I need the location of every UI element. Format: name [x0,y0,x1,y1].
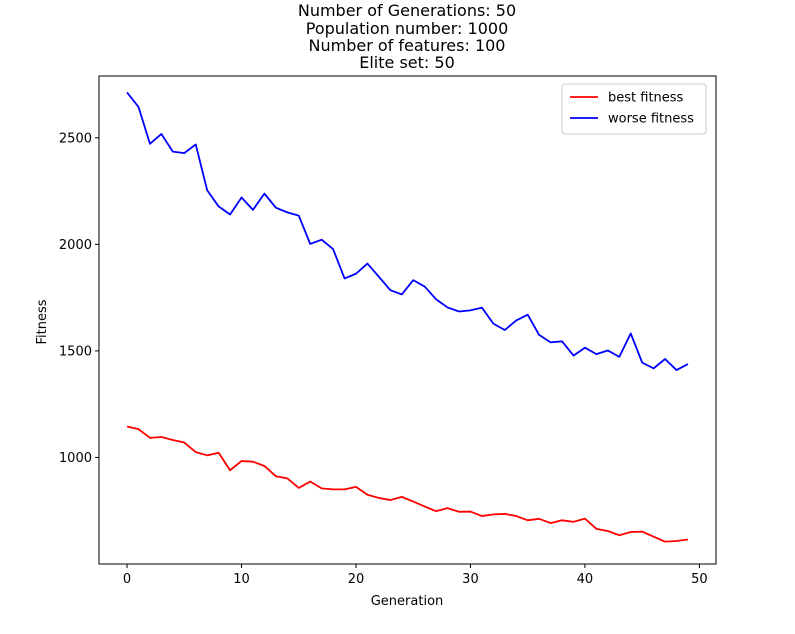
x-axis-label: Generation [371,594,444,609]
series-line-best-fitness [126,425,689,543]
y-tick-label: 2000 [59,238,92,253]
legend-label: worse fitness [608,112,694,127]
axes-frame [98,75,717,565]
title-line-generations: Number of Generations: 50 [298,1,516,20]
x-tick-label: 40 [577,572,594,587]
x-tick-label: 0 [123,572,131,587]
x-tick-label: 30 [462,572,479,587]
x-tick-label: 10 [233,572,250,587]
series-layer [126,91,689,543]
title-line-population: Population number: 1000 [306,19,509,38]
series-line-worse-fitness [126,91,689,371]
plot-area [99,76,716,564]
legend-label: best fitness [608,91,684,106]
y-tick-label: 1500 [59,344,92,359]
chart-title: Number of Generations: 50 Population num… [298,1,516,72]
x-tick-label: 20 [348,572,365,587]
y-tick-label: 2500 [59,131,92,146]
axes-layer: 0 10 20 30 40 50 1000 1500 2000 2500 [59,75,717,587]
y-tick-label: 1000 [59,451,92,466]
x-tick-label: 50 [691,572,708,587]
y-axis-label: Fitness [35,299,50,344]
plot-background [99,76,716,564]
title-line-features: Number of features: 100 [309,36,506,55]
title-line-elite-set: Elite set: 50 [359,53,455,72]
legend: best fitness worse fitness [561,83,707,135]
